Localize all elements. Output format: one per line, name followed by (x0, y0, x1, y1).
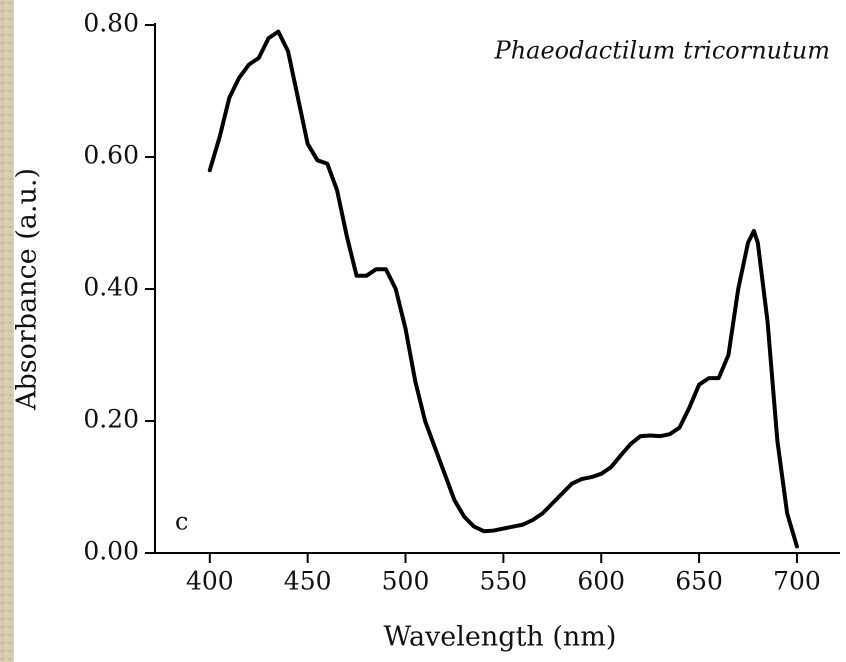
y-tick-label: 0.80 (83, 9, 139, 38)
spectrum-line (207, 29, 799, 549)
y-tick-label: 0.20 (83, 405, 139, 434)
x-tick-label: 450 (284, 567, 332, 596)
x-tick-label: 550 (480, 567, 528, 596)
y-tick-label: 0.60 (83, 141, 139, 170)
x-tick-label: 650 (675, 567, 723, 596)
x-tick-label: 400 (186, 567, 234, 596)
y-tick-label: 0.40 (83, 273, 139, 302)
species-annotation: Phaeodactilum tricornutum (494, 37, 830, 65)
x-tick-label: 500 (382, 567, 430, 596)
y-tick-label: 0.00 (83, 537, 139, 566)
y-axis-title: Absorbance (a.u.) (12, 168, 43, 411)
border-texture (0, 0, 14, 662)
x-tick-label: 600 (577, 567, 625, 596)
x-axis-title: Wavelength (nm) (384, 622, 617, 653)
x-tick-label: 700 (773, 567, 821, 596)
panel-label: c (175, 508, 188, 536)
